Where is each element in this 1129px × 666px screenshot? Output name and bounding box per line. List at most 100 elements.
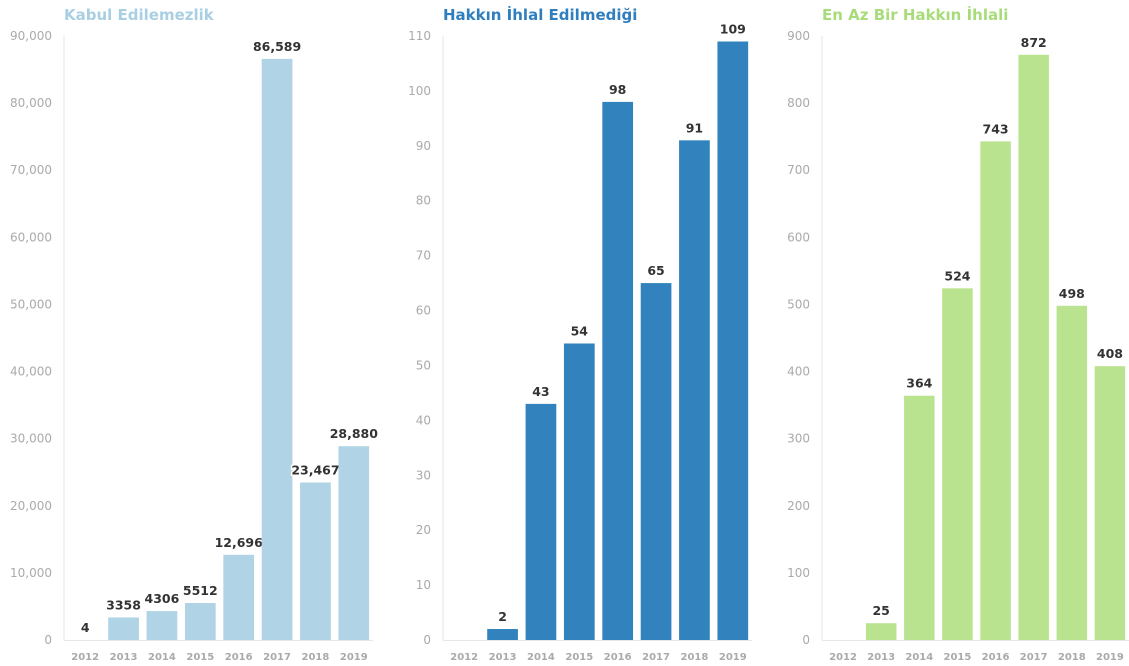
data-label-2016: 743 [983,121,1009,136]
y-tick-label: 700 [787,163,810,177]
x-tick-label: 2012 [829,652,857,663]
bar-2017 [261,58,293,640]
y-tick-label: 900 [787,29,810,43]
x-tick-label: 2017 [1020,652,1048,663]
y-tick-label: 300 [787,432,810,446]
y-tick-label: 70,000 [10,163,52,177]
data-label-2019: 408 [1097,346,1123,361]
data-label-2017: 65 [647,263,664,278]
data-label-2015: 524 [944,268,970,283]
bar-2014 [525,403,557,640]
bar-2017 [640,283,672,640]
bar-2015 [942,288,973,640]
y-tick-label: 60,000 [10,230,52,244]
y-tick-label: 500 [787,297,810,311]
chart-title: En Az Bir Hakkın İhlali [822,5,1008,24]
x-tick-label: 2015 [186,652,214,663]
x-tick-label: 2019 [340,652,368,663]
bar-2013 [865,623,897,640]
x-tick-label: 2015 [565,652,593,663]
data-label-2016: 98 [609,82,626,97]
x-tick-label: 2017 [263,652,291,663]
x-tick-label: 2015 [944,652,972,663]
y-tick-label: 0 [802,633,810,647]
data-label-2019: 109 [720,21,746,36]
bar-2019 [1094,366,1126,640]
x-tick-label: 2013 [489,652,517,663]
data-label-2018: 498 [1059,286,1085,301]
x-tick-label: 2017 [642,652,670,663]
data-label-2018: 23,467 [291,463,339,478]
data-label-2014: 364 [906,376,932,391]
x-tick-label: 2018 [1058,652,1086,663]
bar-2015 [184,603,216,640]
x-tick-label: 2019 [1096,652,1124,663]
chart-title: Kabul Edilemezlik [64,6,215,24]
x-tick-label: 2018 [302,652,330,663]
y-tick-label: 40 [416,413,431,427]
bar-2013 [487,629,518,640]
y-tick-label: 100 [787,566,810,580]
y-tick-label: 90 [416,139,431,153]
bar-2014 [146,611,178,640]
y-tick-label: 0 [44,633,52,647]
data-label-2016: 12,696 [215,535,264,550]
y-tick-label: 30,000 [10,432,52,446]
bar-2016 [980,141,1011,640]
y-tick-label: 600 [787,230,810,244]
y-tick-label: 50,000 [10,297,52,311]
bar-2019 [717,41,749,641]
bar-2018 [300,482,331,640]
x-tick-label: 2018 [681,652,709,663]
data-label-2018: 91 [686,120,703,135]
chart-panel-1: Kabul Edilemezlik 0 10,000 20,000 30,000 40,0… [10,6,380,663]
y-tick-label: 800 [787,96,810,110]
bar-2016 [223,554,255,640]
data-label-2012: 4 [81,620,90,635]
y-tick-label: 30 [416,468,431,482]
bar-2018 [679,140,710,640]
x-tick-label: 2014 [905,652,933,663]
data-label-2014: 4306 [145,591,180,606]
chart-title: Hakkın İhlal Edilmediği [443,5,637,24]
x-tick-label: 2013 [110,652,138,663]
y-tick-label: 60 [416,304,431,318]
x-tick-label: 2016 [225,652,253,663]
y-tick-label: 90,000 [10,29,52,43]
data-label-2019: 28,880 [330,426,379,441]
x-tick-label: 2016 [604,652,632,663]
y-tick-label: 20,000 [10,499,52,513]
y-tick-label: 0 [423,633,431,647]
bar-2018 [1056,305,1088,640]
y-tick-label: 80,000 [10,96,52,110]
x-tick-label: 2014 [527,652,555,663]
bar-2014 [904,395,935,640]
data-label-2014: 43 [532,384,549,399]
chart-panel-3: En Az Bir Hakkın İhlali 0 100 200 300 400 500 6… [787,5,1129,663]
bar-2019 [338,446,370,640]
y-tick-label: 70 [416,249,431,263]
y-tick-label: 110 [408,29,431,43]
y-tick-label: 10,000 [10,566,52,580]
y-tick-label: 100 [408,84,431,98]
x-tick-label: 2012 [71,652,99,663]
data-label-2013: 25 [872,603,889,618]
data-label-2017: 872 [1021,35,1047,50]
bar-2015 [563,343,595,640]
x-tick-label: 2012 [450,652,478,663]
y-tick-label: 20 [416,523,431,537]
bar-2013 [108,617,139,640]
y-tick-label: 200 [787,499,810,513]
data-label-2015: 5512 [183,583,218,598]
x-tick-label: 2016 [982,652,1010,663]
y-tick-label: 40,000 [10,365,52,379]
chart-panel-2: Hakkın İhlal Edilmediği 0 10 20 30 40 50 60 70 80… [408,5,752,663]
bar-2017 [1018,54,1049,640]
y-tick-label: 80 [416,194,431,208]
x-tick-label: 2014 [148,652,176,663]
data-label-2013: 2 [498,609,507,624]
x-tick-label: 2013 [867,652,895,663]
data-label-2017: 86,589 [253,39,301,54]
y-tick-label: 400 [787,365,810,379]
